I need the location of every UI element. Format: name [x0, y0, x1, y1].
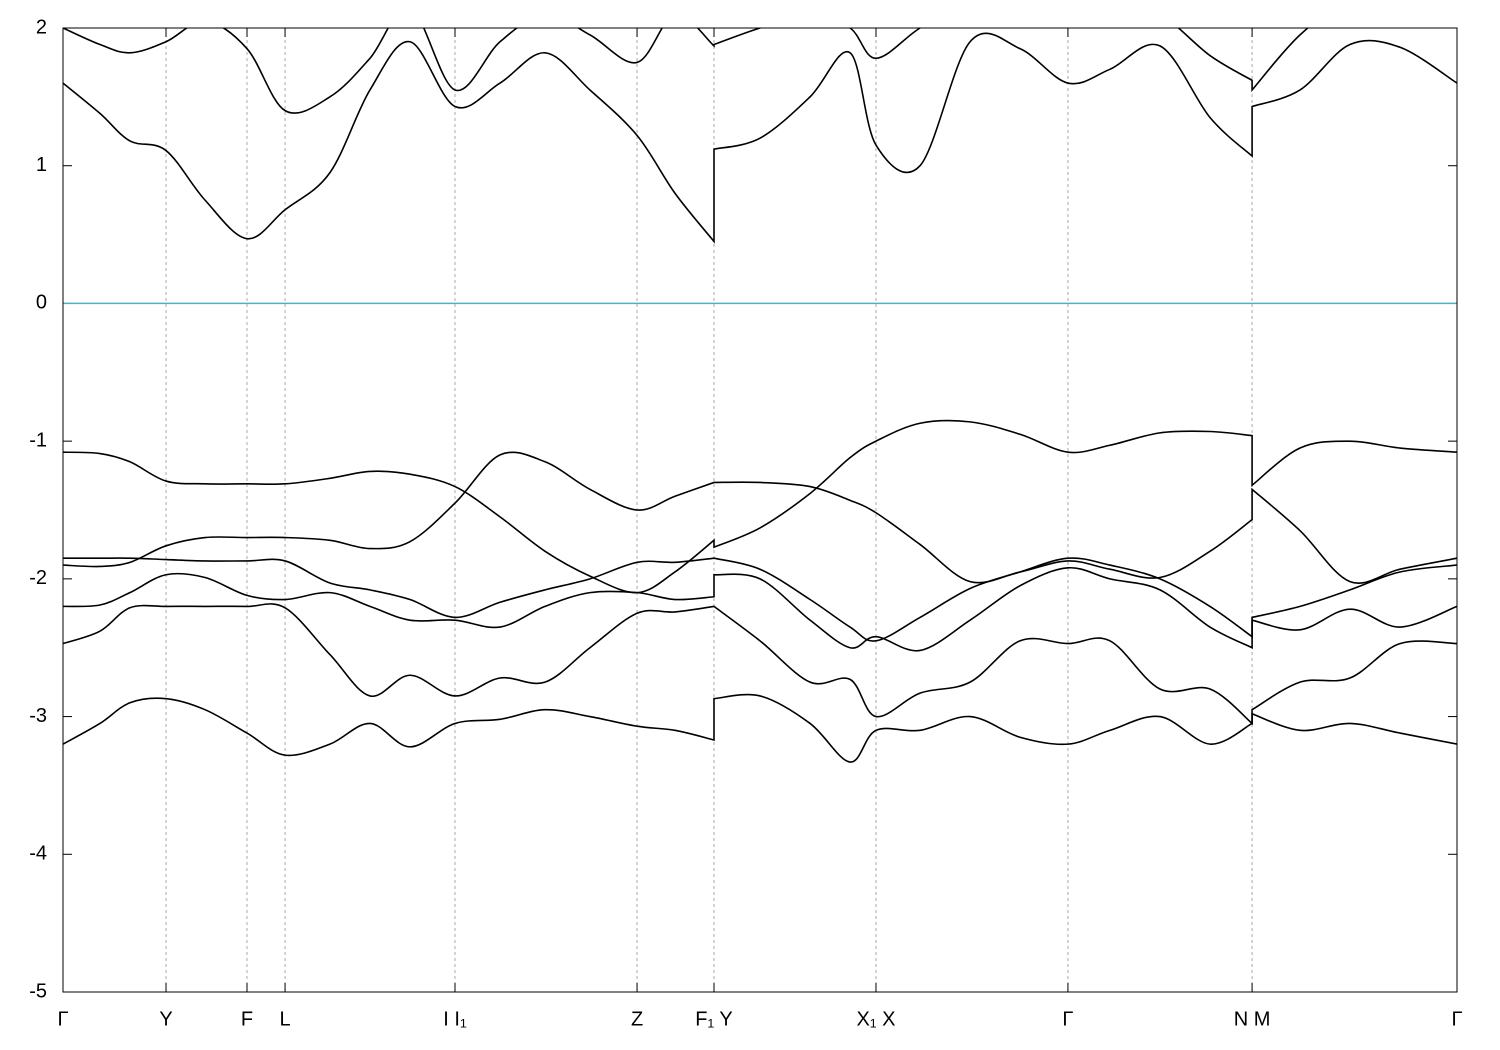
- y-tick-label: -4: [29, 843, 47, 865]
- y-tick-label: -3: [29, 705, 47, 727]
- y-tick-label: -5: [29, 980, 47, 1002]
- band-line: [63, 693, 1457, 763]
- band-line: [63, 419, 1457, 594]
- y-tick-label: -1: [29, 429, 47, 451]
- x-tick-label: N M: [1234, 1008, 1271, 1030]
- grid: [62, 27, 1458, 993]
- y-tick-label: 2: [36, 16, 47, 38]
- plot-area: [63, 28, 1457, 763]
- x-tick-label: F: [241, 1008, 253, 1030]
- x-tick-label: I I₁: [443, 1008, 467, 1030]
- y-tick-label: 0: [36, 292, 47, 314]
- band-line: [63, 32, 1457, 244]
- x-tick-label: X₁ X: [856, 1008, 895, 1030]
- x-tick-label: F₁ Y: [695, 1008, 733, 1030]
- x-tick-label: L: [280, 1008, 291, 1030]
- y-tick-label: 1: [36, 154, 47, 176]
- y-tick-label: -2: [29, 567, 47, 589]
- band-line: [63, 567, 1457, 652]
- band-line: [63, 557, 1457, 642]
- band-line: [63, 451, 1457, 584]
- x-tick-label: Γ: [1062, 1008, 1073, 1030]
- band-line: [63, 603, 1457, 726]
- x-tick-label: Γ: [1451, 1008, 1462, 1030]
- axis-labels: -5 -4 -3 -2 -1 0 1 2 Γ Y F L I I₁ Z F₁ Y X₁ X Γ N M Γ: [29, 16, 1462, 1030]
- x-tick-label: Y: [159, 1008, 172, 1030]
- x-tick-label: Γ: [57, 1008, 68, 1030]
- band-line: [63, 28, 1309, 114]
- x-tick-label: Z: [631, 1008, 643, 1030]
- plot-frame: [62, 27, 1458, 993]
